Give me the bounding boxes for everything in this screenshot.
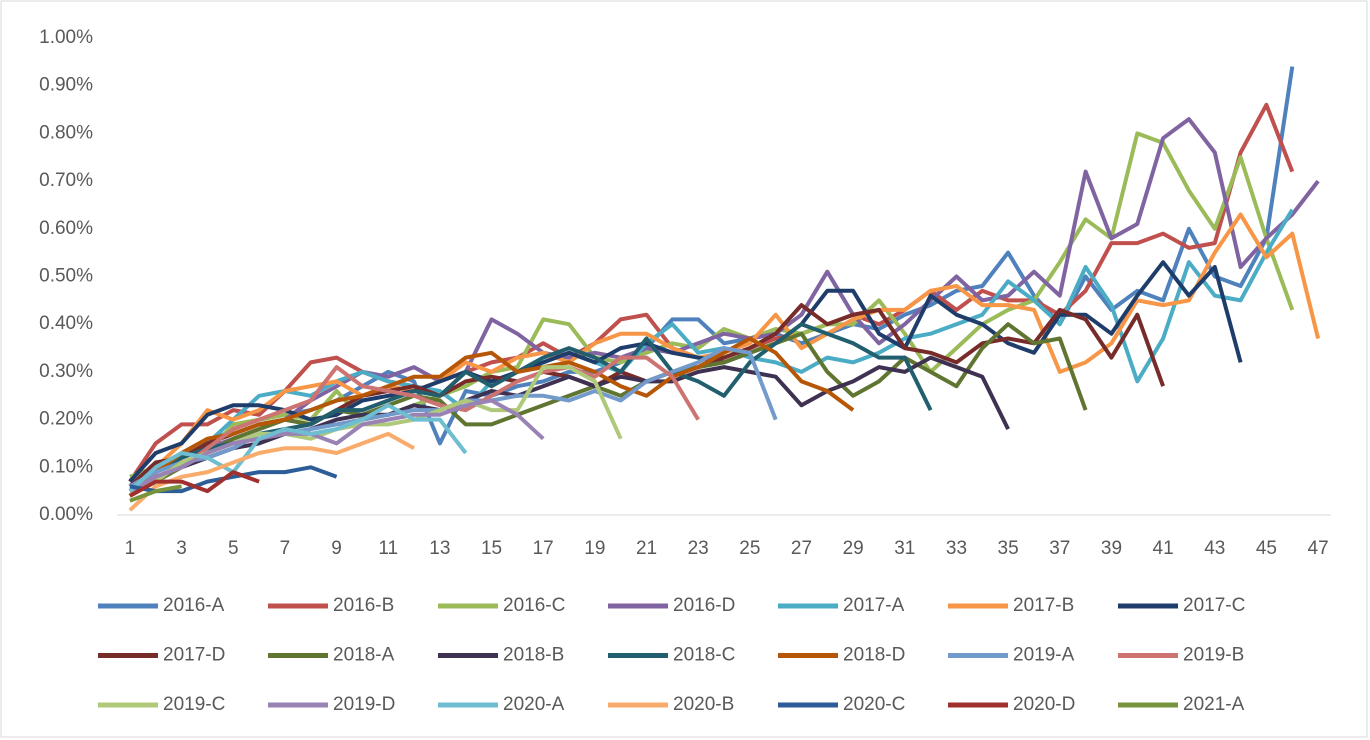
x-tick-label: 31 <box>894 538 915 559</box>
x-tick-label: 17 <box>533 538 554 559</box>
series-line <box>128 208 1295 489</box>
x-tick-label: 47 <box>1308 538 1329 559</box>
legend-label: 2018-A <box>333 645 395 666</box>
x-tick-label: 5 <box>228 538 239 559</box>
legend-label: 2016-C <box>503 595 565 616</box>
x-tick-label: 1 <box>125 538 136 559</box>
x-tick-label: 43 <box>1204 538 1225 559</box>
legend-label: 2019-D <box>333 694 395 715</box>
series-line <box>128 260 1243 483</box>
series-line <box>128 102 1295 483</box>
x-tick-label: 3 <box>176 538 187 559</box>
series-line <box>129 484 182 503</box>
x-tick-label: 21 <box>636 538 657 559</box>
y-tick-label: 1.00% <box>39 27 93 48</box>
legend-label: 2020-C <box>843 694 905 715</box>
y-tick-label: 0.80% <box>39 122 93 143</box>
series-line <box>128 470 260 498</box>
legend-label: 2020-B <box>673 694 734 715</box>
legend-label: 2016-A <box>163 595 225 616</box>
series-line <box>128 431 415 512</box>
y-tick-label: 0.60% <box>39 218 93 239</box>
y-tick-label: 0.40% <box>39 313 93 334</box>
x-tick-label: 45 <box>1256 538 1277 559</box>
legend-label: 2020-A <box>503 694 565 715</box>
x-tick-label: 9 <box>331 538 342 559</box>
x-tick-label: 37 <box>1049 538 1070 559</box>
legend-label: 2019-A <box>1013 645 1075 666</box>
y-tick-label: 0.90% <box>39 75 93 96</box>
x-tick-label: 25 <box>739 538 760 559</box>
series-line <box>128 403 468 493</box>
x-tick-label: 39 <box>1101 538 1122 559</box>
y-tick-label: 0.50% <box>39 266 93 287</box>
x-tick-label: 19 <box>584 538 605 559</box>
legend-label: 2017-A <box>843 595 905 616</box>
x-tick-label: 11 <box>378 538 398 559</box>
legend-label: 2018-B <box>503 645 564 666</box>
y-tick-label: 0.70% <box>39 170 93 191</box>
y-tick-label: 0.00% <box>39 504 93 525</box>
series-line <box>128 117 1320 493</box>
x-tick-label: 7 <box>280 538 291 559</box>
y-tick-label: 0.30% <box>39 361 93 382</box>
legend-label: 2019-B <box>1183 645 1244 666</box>
legend-label: 2017-D <box>163 645 225 666</box>
series-line <box>128 322 1088 498</box>
legend-label: 2016-D <box>673 595 735 616</box>
legend-label: 2016-B <box>333 595 394 616</box>
x-tick-label: 33 <box>946 538 967 559</box>
legend-label: 2017-C <box>1183 595 1245 616</box>
legend-label: 2018-C <box>673 645 735 666</box>
x-tick-label: 35 <box>998 538 1019 559</box>
legend-label: 2019-C <box>163 694 225 715</box>
x-tick-label: 29 <box>843 538 864 559</box>
x-tick-label: 13 <box>429 538 450 559</box>
x-tick-label: 15 <box>481 538 502 559</box>
x-tick-label: 41 <box>1153 538 1174 559</box>
legend-label: 2017-B <box>1013 595 1074 616</box>
legend-label: 2021-A <box>1183 694 1245 715</box>
y-tick-label: 0.10% <box>39 456 93 477</box>
legend-label: 2020-D <box>1013 694 1075 715</box>
series-line <box>128 355 700 493</box>
legend-label: 2018-D <box>843 645 905 666</box>
y-tick-label: 0.20% <box>39 409 93 430</box>
x-tick-label: 23 <box>688 538 709 559</box>
x-tick-label: 27 <box>791 538 812 559</box>
